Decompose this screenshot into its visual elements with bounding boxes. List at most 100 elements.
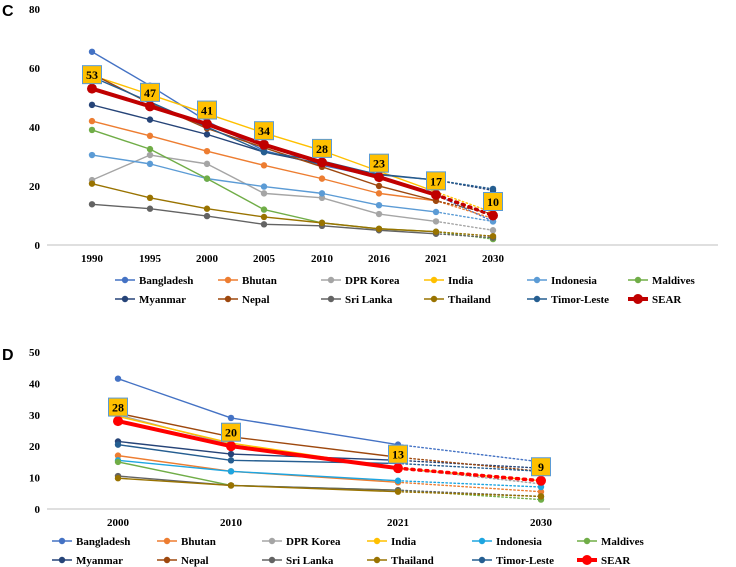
sear-data-label: 10	[483, 192, 503, 211]
legend-item-sri-lanka: Sri Lanka	[321, 294, 393, 306]
data-label-text: 23	[373, 157, 385, 171]
data-point	[226, 441, 236, 452]
legend-item-sear: SEAR	[577, 555, 631, 567]
legend-item-bhutan: Bhutan	[157, 536, 216, 548]
data-point	[88, 126, 96, 134]
data-point	[203, 131, 211, 138]
data-point	[260, 206, 268, 213]
series-line-projected	[396, 466, 543, 483]
x-tick-label: 2030	[482, 253, 505, 265]
legend-swatch-marker	[373, 537, 381, 545]
data-point	[489, 227, 497, 234]
series-line-projected	[397, 480, 542, 488]
data-point	[375, 225, 383, 232]
data-point	[394, 477, 402, 484]
series-thailand	[114, 475, 545, 500]
data-point	[114, 458, 122, 466]
legend-swatch-marker	[533, 276, 541, 284]
data-point	[146, 194, 154, 201]
legend-label: Timor-Leste	[496, 555, 554, 567]
data-point	[537, 493, 545, 500]
data-label-box	[388, 444, 408, 464]
data-label-box	[221, 422, 241, 442]
legend-item-indonesia: Indonesia	[472, 536, 542, 548]
data-point	[146, 116, 154, 123]
x-tick-label: 2021	[387, 517, 409, 529]
x-tick-label: 1995	[139, 253, 162, 265]
legend-swatch-marker	[582, 555, 592, 565]
legend-item-timor-leste: Timor-Leste	[527, 294, 609, 306]
legend-swatch-marker	[58, 537, 66, 545]
legend-label: India	[391, 536, 417, 548]
series-sear	[113, 416, 546, 486]
data-point	[227, 457, 235, 464]
legend-label: DPR Korea	[286, 536, 341, 548]
legend-item-thailand: Thailand	[424, 294, 491, 306]
data-point	[113, 416, 123, 427]
data-label-box	[82, 65, 102, 85]
legend-label: Bhutan	[181, 536, 216, 548]
legend: Bangladesh Bhutan DPR Korea India Indonesia M…	[52, 536, 644, 567]
legend-item-dpr-korea: DPR Korea	[321, 275, 400, 287]
sear-data-label: 34	[254, 121, 274, 141]
data-point	[114, 452, 122, 459]
data-point	[431, 189, 441, 200]
series-line-projected	[397, 489, 542, 498]
data-label-box	[483, 192, 503, 211]
y-tick-label: 20	[29, 441, 41, 453]
legend-item-myanmar: Myanmar	[52, 555, 123, 567]
series-line	[117, 378, 399, 446]
data-point	[88, 201, 96, 208]
sear-data-label: 23	[369, 153, 389, 173]
data-point	[432, 218, 440, 225]
panel-c-letter: C	[2, 3, 14, 20]
series-line-projected	[435, 233, 494, 239]
x-tick-label: 2010	[220, 517, 243, 529]
data-point	[259, 139, 269, 150]
data-label-text: 28	[316, 142, 328, 156]
legend-label: Myanmar	[139, 294, 186, 306]
series-dpr-korea	[88, 151, 497, 234]
data-point	[114, 441, 122, 448]
series-bangladesh	[114, 375, 545, 466]
data-label-box	[312, 138, 332, 158]
data-label-text: 41	[201, 104, 213, 118]
legend-label: Maldives	[652, 275, 695, 287]
data-point	[146, 151, 154, 159]
legend-swatch-marker	[121, 295, 129, 303]
data-label-box	[254, 121, 274, 141]
legend-item-bangladesh: Bangladesh	[115, 275, 193, 287]
x-tick-label: 2005	[253, 253, 276, 265]
sear-data-label: 28	[108, 397, 128, 417]
series-sear	[87, 83, 498, 221]
x-tick-label: 2016	[368, 253, 391, 265]
sear-data-label: 28	[312, 138, 332, 158]
data-label-text: 9	[538, 460, 544, 474]
data-point	[227, 468, 235, 475]
sear-data-label: 20	[221, 422, 241, 442]
legend-item-sear: SEAR	[628, 294, 682, 306]
legend-label: Thailand	[391, 555, 434, 567]
data-point	[88, 101, 96, 109]
legend-item-nepal: Nepal	[157, 555, 209, 567]
legend-label: Bhutan	[242, 275, 277, 287]
data-label-text: 53	[86, 68, 98, 82]
legend-swatch-marker	[634, 276, 642, 284]
legend-label: Thailand	[448, 294, 491, 306]
legend-label: Sri Lanka	[345, 294, 393, 306]
data-point	[146, 145, 154, 153]
legend-item-maldives: Maldives	[628, 275, 695, 287]
legend-label: DPR Korea	[345, 275, 400, 287]
x-tick-label: 2021	[425, 253, 447, 265]
legend-item-indonesia: Indonesia	[527, 275, 597, 287]
x-tick-label: 2010	[311, 253, 334, 265]
data-point	[317, 157, 327, 168]
data-point	[318, 194, 326, 201]
data-label-box	[140, 82, 160, 102]
data-point	[88, 151, 96, 159]
data-point	[88, 48, 96, 55]
series-line-projected	[435, 220, 494, 231]
legend-label: Nepal	[242, 294, 270, 306]
y-tick-label: 40	[29, 122, 41, 134]
y-tick-label: 60	[29, 63, 41, 75]
